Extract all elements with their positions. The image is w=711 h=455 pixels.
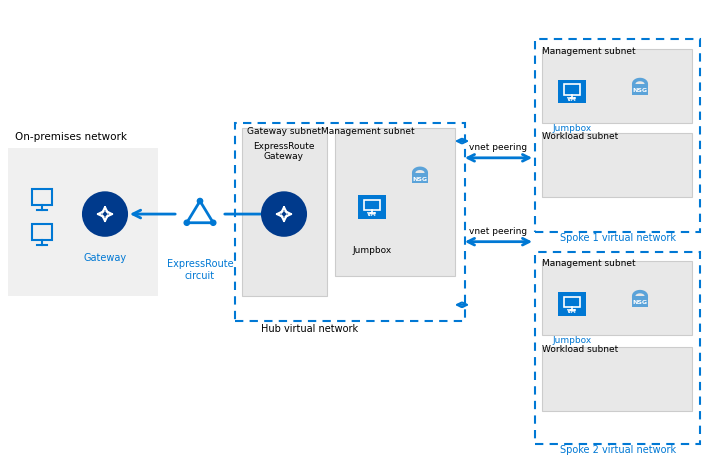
Text: ExpressRoute
Gateway: ExpressRoute Gateway — [253, 142, 315, 161]
Text: Management subnet: Management subnet — [321, 127, 415, 136]
Text: Gateway subnet: Gateway subnet — [247, 127, 321, 136]
FancyBboxPatch shape — [542, 134, 692, 198]
Text: VM: VM — [567, 308, 577, 313]
FancyBboxPatch shape — [242, 129, 327, 296]
Circle shape — [262, 193, 306, 236]
FancyBboxPatch shape — [542, 262, 692, 336]
Text: Workload subnet: Workload subnet — [542, 132, 619, 141]
FancyBboxPatch shape — [358, 196, 386, 219]
Text: vnet peering: vnet peering — [469, 226, 527, 235]
FancyBboxPatch shape — [8, 149, 158, 296]
Text: Jumpbox: Jumpbox — [353, 245, 392, 254]
Text: NSG: NSG — [633, 88, 648, 93]
FancyBboxPatch shape — [632, 296, 648, 307]
FancyBboxPatch shape — [412, 173, 428, 184]
Circle shape — [184, 221, 189, 226]
Text: Management subnet: Management subnet — [542, 47, 636, 56]
Text: Gateway: Gateway — [83, 252, 127, 262]
FancyBboxPatch shape — [542, 348, 692, 411]
Circle shape — [198, 199, 203, 204]
Text: Management subnet: Management subnet — [542, 259, 636, 268]
Text: VM: VM — [367, 212, 377, 217]
FancyBboxPatch shape — [632, 85, 648, 96]
Text: Spoke 1 virtual network: Spoke 1 virtual network — [560, 233, 676, 242]
Text: NSG: NSG — [633, 300, 648, 305]
Text: On-premises network: On-premises network — [15, 132, 127, 142]
FancyBboxPatch shape — [558, 293, 586, 316]
Circle shape — [210, 221, 216, 226]
Circle shape — [83, 193, 127, 236]
Text: Hub virtual network: Hub virtual network — [262, 323, 358, 333]
Text: NSG: NSG — [412, 177, 427, 182]
FancyBboxPatch shape — [542, 50, 692, 124]
Text: ExpressRoute
circuit: ExpressRoute circuit — [166, 259, 233, 280]
Text: vnet peering: vnet peering — [469, 142, 527, 152]
Text: Spoke 2 virtual network: Spoke 2 virtual network — [560, 444, 676, 454]
Text: VM: VM — [567, 96, 577, 101]
Text: Workload subnet: Workload subnet — [542, 344, 619, 354]
Text: Jumpbox: Jumpbox — [552, 124, 592, 133]
FancyBboxPatch shape — [335, 129, 455, 277]
Text: Jumpbox: Jumpbox — [552, 336, 592, 344]
FancyBboxPatch shape — [558, 81, 586, 104]
